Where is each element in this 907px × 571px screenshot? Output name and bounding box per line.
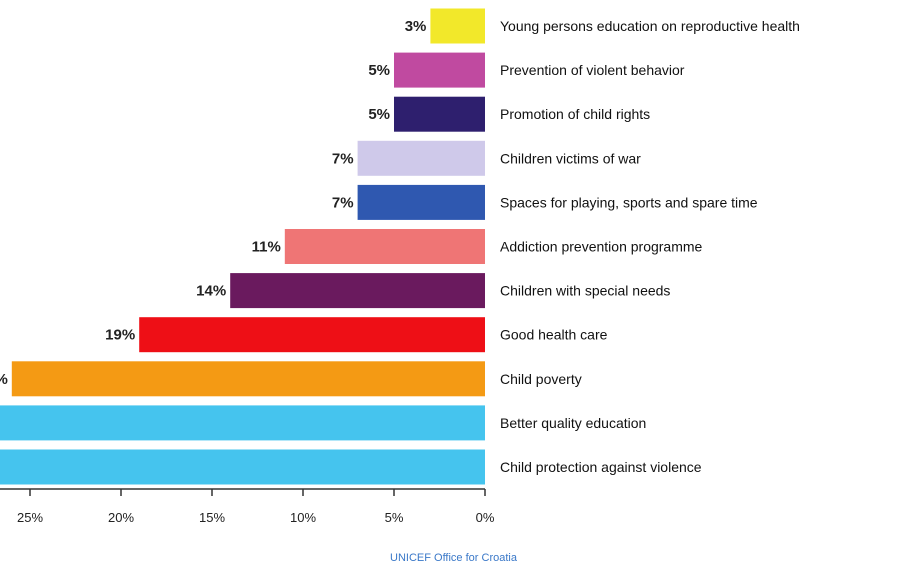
bar	[0, 405, 485, 441]
bar	[357, 184, 485, 220]
x-tick-label: 5%	[385, 510, 404, 525]
value-label: 19%	[105, 327, 135, 344]
value-label: 7%	[332, 150, 354, 167]
category-label: Children with special needs	[500, 283, 670, 299]
bar	[11, 361, 486, 397]
value-label: 14%	[196, 283, 226, 300]
value-label: 5%	[368, 106, 390, 123]
value-label: 5%	[368, 62, 390, 79]
source-note: UNICEF Office for Croatia	[390, 552, 517, 564]
x-tick-label: 10%	[290, 510, 316, 525]
bar	[230, 273, 485, 309]
bar	[284, 229, 485, 264]
value-label: 26%	[0, 371, 8, 388]
x-tick-label: 0%	[476, 510, 495, 525]
category-label: Better quality education	[500, 415, 646, 431]
x-axis: 35%30%25%20%15%10%5%0%	[0, 488, 495, 525]
category-label: Young persons education on reproductive …	[500, 18, 800, 34]
x-tick-label: 20%	[108, 510, 134, 525]
category-label: Child protection against violence	[500, 459, 702, 475]
bar	[139, 317, 485, 353]
category-label: Good health care	[500, 327, 608, 343]
value-label: 7%	[332, 194, 354, 211]
category-label: Child poverty	[500, 371, 582, 387]
category-label: Promotion of child rights	[500, 106, 650, 122]
bar	[430, 8, 485, 44]
value-label: 3%	[405, 18, 427, 35]
category-label: Spaces for playing, sports and spare tim…	[500, 194, 758, 210]
bar	[0, 449, 485, 485]
bar	[394, 96, 485, 132]
category-label: Prevention of violent behavior	[500, 62, 685, 78]
x-tick-label: 25%	[17, 510, 43, 525]
x-tick-label: 15%	[199, 510, 225, 525]
bar	[394, 52, 485, 88]
bars-group: 3% Young persons education on reproductiv…	[0, 8, 800, 485]
category-label: Children victims of war	[500, 150, 641, 166]
category-label: Addiction prevention programme	[500, 239, 703, 255]
value-label: 11%	[252, 239, 281, 256]
bar	[357, 140, 485, 176]
